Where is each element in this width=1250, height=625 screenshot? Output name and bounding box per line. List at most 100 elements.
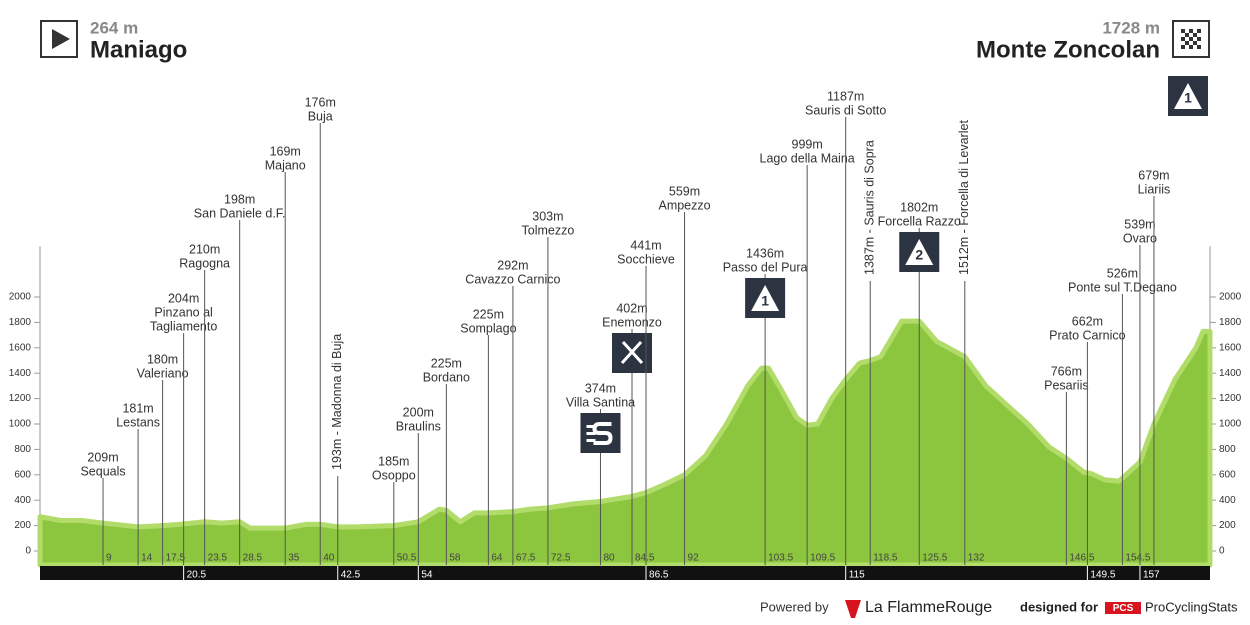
y-tick-label: 1000 [9, 419, 32, 430]
finish-category: 1 [1184, 90, 1192, 106]
x-tick-label: 67.5 [516, 553, 536, 564]
km-bar [40, 566, 1210, 580]
x-bar-tick-label: 157 [1143, 570, 1160, 581]
y-tick-label: 2000 [9, 292, 32, 303]
x-tick-label: 50.5 [397, 553, 417, 564]
waypoint-elevation: 225m [431, 356, 462, 370]
waypoint-name: Valeriano [137, 366, 189, 380]
x-tick-label: 103.5 [768, 553, 793, 564]
footer-site: ProCyclingStats [1145, 599, 1238, 614]
waypoint-icon-feed [612, 333, 653, 373]
waypoint-elevation: 303m [532, 209, 563, 223]
y-tick-label: 1600 [1219, 342, 1242, 353]
y-tick-label: 1400 [9, 368, 32, 379]
x-tick-label: 125.5 [922, 553, 947, 564]
checker-cell [1185, 41, 1189, 45]
x-tick-label: 80 [603, 553, 615, 564]
waypoint-elevation: 292m [497, 258, 528, 272]
y-tick-label: 1800 [9, 317, 32, 328]
x-tick-label: 146.5 [1069, 553, 1094, 564]
waypoint-name: Liariis [1138, 182, 1171, 196]
x-tick-label: 40 [323, 553, 335, 564]
x-tick-label: 109.5 [810, 553, 835, 564]
x-tick-label: 9 [106, 553, 112, 564]
footer-pcs: PCS [1113, 603, 1134, 614]
x-tick-label: 72.5 [551, 553, 571, 564]
y-tick-label: 1200 [1219, 393, 1242, 404]
x-bar-tick-label: 54 [421, 570, 433, 581]
waypoint-elevation: 169m [270, 144, 301, 158]
checker-cell [1189, 45, 1193, 49]
waypoint-name: Pesariis [1044, 378, 1088, 392]
start-icon [40, 20, 78, 58]
waypoint-name: Sequals [80, 464, 125, 478]
y-tick-label: 400 [1219, 495, 1236, 506]
icon-stripe [586, 439, 596, 442]
footer-powered: Powered by [760, 599, 829, 614]
climb-category: 1 [761, 293, 769, 309]
waypoint-elevation: 225m [473, 307, 504, 321]
waypoint-name: Socchieve [617, 252, 675, 266]
waypoint-label: 193m - Madonna di Buja [330, 334, 344, 470]
finish-climb-triangle [1174, 83, 1202, 109]
x-tick-label: 23.5 [208, 553, 228, 564]
waypoint-name: Tagliamento [150, 319, 217, 333]
waypoint-elevation: 539m [1124, 217, 1155, 231]
finish-name: Monte Zoncolan [976, 36, 1160, 63]
y-tick-label: 1000 [1219, 419, 1242, 430]
x-tick-label: 17.5 [166, 553, 186, 564]
y-tick-label: 400 [14, 495, 31, 506]
icon-triangle [751, 285, 780, 311]
y-tick-label: 0 [25, 546, 31, 557]
checker-cell [1197, 29, 1201, 33]
waypoint-elevation: 402m [616, 301, 647, 315]
waypoint-elevation: 1802m [900, 200, 938, 214]
x-tick-label: 84.5 [635, 553, 655, 564]
climb-category: 2 [915, 247, 923, 263]
start-elevation: 264 m [90, 18, 138, 37]
waypoint-name: Forcella Razzo [878, 214, 961, 228]
waypoint-name: Villa Santina [566, 395, 635, 409]
waypoint-name: Tolmezzo [522, 223, 575, 237]
x-tick-label: 64 [491, 553, 503, 564]
checker-cell [1189, 29, 1193, 33]
start-arrow [52, 29, 70, 49]
checker-cell [1181, 45, 1185, 49]
y-tick-label: 800 [1219, 444, 1236, 455]
x-tick-label: 92 [688, 553, 700, 564]
icon-stripe [586, 425, 596, 428]
y-tick-label: 1800 [1219, 317, 1242, 328]
footer-brand: La FlammeRouge [865, 599, 992, 616]
flamme-logo [845, 600, 861, 618]
checker-cell [1193, 41, 1197, 45]
waypoint-name: Pinzano al [154, 305, 212, 319]
y-tick-label: 800 [14, 444, 31, 455]
finish-elevation: 1728 m [1102, 18, 1160, 37]
waypoint-name: Osoppo [372, 468, 416, 482]
waypoint-elevation: 526m [1107, 266, 1138, 280]
waypoint-label: 1387m - Sauris di Sopra [863, 140, 877, 275]
waypoint-name: Lestans [116, 415, 160, 429]
x-tick-label: 154.5 [1125, 553, 1150, 564]
x-bar-tick-label: 20.5 [187, 570, 207, 581]
waypoint-elevation: 441m [630, 238, 661, 252]
waypoint-elevation: 374m [585, 381, 616, 395]
checker-cell [1185, 33, 1189, 37]
y-tick-label: 1200 [9, 393, 32, 404]
y-tick-label: 200 [14, 520, 31, 531]
x-tick-label: 118.5 [873, 553, 898, 564]
pcs-logo [1105, 602, 1141, 614]
y-tick-label: 1400 [1219, 368, 1242, 379]
checker-cell [1197, 37, 1201, 41]
x-bar-tick-label: 86.5 [649, 570, 669, 581]
waypoint-elevation: 176m [305, 95, 336, 109]
y-tick-label: 0 [1219, 546, 1225, 557]
icon-fork [621, 340, 644, 365]
icon-s [592, 422, 613, 445]
x-tick-label: 132 [968, 553, 985, 564]
waypoint-elevation: 200m [403, 405, 434, 419]
waypoint-icon-climb: 2 [899, 232, 940, 272]
waypoint-name: San Daniele d.F. [194, 206, 286, 220]
x-bar-tick-label: 42.5 [341, 570, 361, 581]
waypoint-name: Somplago [460, 321, 516, 335]
